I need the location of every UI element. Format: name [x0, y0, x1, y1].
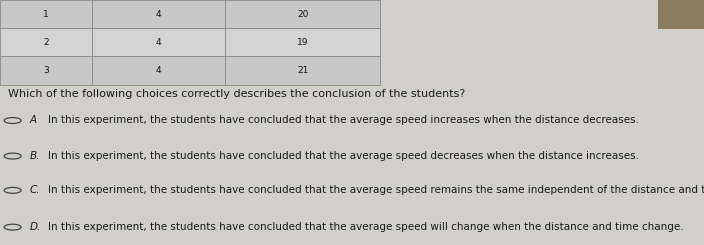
Bar	[92, 0, 225, 28]
Bar	[658, 0, 704, 29]
Text: In this experiment, the students have concluded that the average speed will chan: In this experiment, the students have co…	[48, 222, 684, 232]
Bar	[225, 28, 380, 56]
Text: In this experiment, the students have concluded that the average speed decreases: In this experiment, the students have co…	[48, 151, 639, 160]
Bar	[0, 56, 92, 85]
Text: 1: 1	[43, 10, 49, 19]
Bar	[92, 28, 225, 56]
Bar	[0, 0, 92, 28]
Text: 19: 19	[297, 38, 308, 47]
Text: 3: 3	[43, 66, 49, 75]
Text: 21: 21	[297, 66, 308, 75]
Text: 4: 4	[156, 38, 161, 47]
Text: C.: C.	[30, 185, 40, 195]
Text: 4: 4	[156, 66, 161, 75]
Bar	[225, 0, 380, 28]
Text: In this experiment, the students have concluded that the average speed remains t: In this experiment, the students have co…	[48, 185, 704, 195]
Text: Which of the following choices correctly describes the conclusion of the student: Which of the following choices correctly…	[8, 89, 466, 99]
Bar	[0, 28, 92, 56]
Bar	[92, 56, 225, 85]
Text: 20: 20	[297, 10, 308, 19]
Bar	[225, 56, 380, 85]
Text: 4: 4	[156, 10, 161, 19]
Text: 2: 2	[43, 38, 49, 47]
Text: D.: D.	[30, 222, 41, 232]
Text: In this experiment, the students have concluded that the average speed increases: In this experiment, the students have co…	[48, 115, 639, 125]
Text: B.: B.	[30, 151, 40, 160]
Text: A: A	[30, 115, 37, 125]
